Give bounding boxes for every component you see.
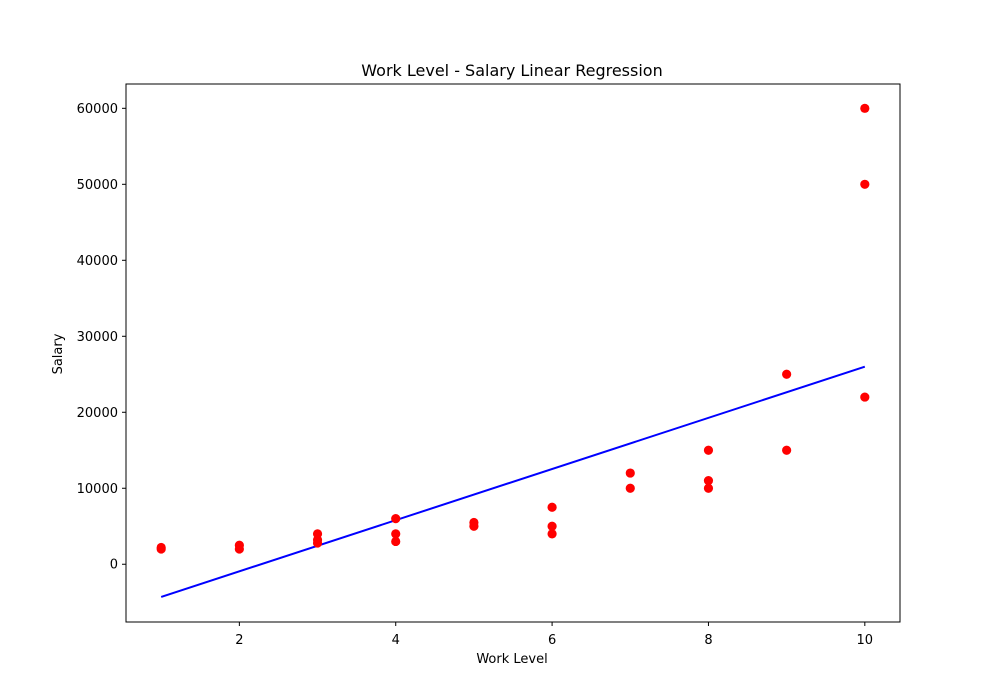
- data-point: [156, 542, 166, 553]
- plot-area: [125, 83, 901, 623]
- x-tick-label: 4: [392, 633, 400, 648]
- regression-line: [160, 365, 866, 598]
- chart-title: Work Level - Salary Linear Regression: [361, 61, 662, 80]
- data-point: [391, 536, 401, 547]
- data-point: [312, 529, 323, 539]
- data-point: [782, 369, 792, 379]
- data-point: [782, 445, 792, 455]
- data-point: [703, 483, 714, 493]
- x-tick-label: 8: [704, 633, 712, 648]
- data-point: [547, 502, 557, 512]
- data-point: [860, 179, 870, 189]
- y-axis-label: Salary: [51, 333, 66, 374]
- y-tick-label: 60000: [77, 102, 118, 117]
- axes-frame: [125, 83, 901, 623]
- x-tick-label: 10: [857, 633, 874, 648]
- data-point: [703, 445, 714, 455]
- axis-ticks: 2 4 6 8 10 0 10000 20000 30000 40000 50000 60000: [77, 102, 873, 648]
- data-point: [860, 392, 870, 402]
- y-tick-label: 40000: [77, 254, 118, 269]
- data-point: [391, 514, 401, 524]
- y-tick-label: 30000: [77, 330, 118, 345]
- x-tick-label: 6: [548, 633, 556, 648]
- data-point: [547, 521, 557, 531]
- data-point: [234, 540, 244, 550]
- y-tick-label: 0: [110, 558, 118, 573]
- data-point: [391, 529, 401, 539]
- data-point: [547, 529, 557, 539]
- y-tick-label: 20000: [77, 406, 118, 421]
- x-tick-label: 2: [235, 633, 243, 648]
- y-tick-label: 50000: [77, 178, 118, 193]
- x-axis-label: Work Level: [476, 652, 547, 667]
- data-point: [625, 483, 635, 493]
- data-point: [625, 468, 635, 478]
- y-tick-label: 10000: [77, 482, 118, 497]
- data-point: [703, 476, 714, 486]
- data-point: [860, 103, 870, 113]
- data-point: [469, 517, 479, 528]
